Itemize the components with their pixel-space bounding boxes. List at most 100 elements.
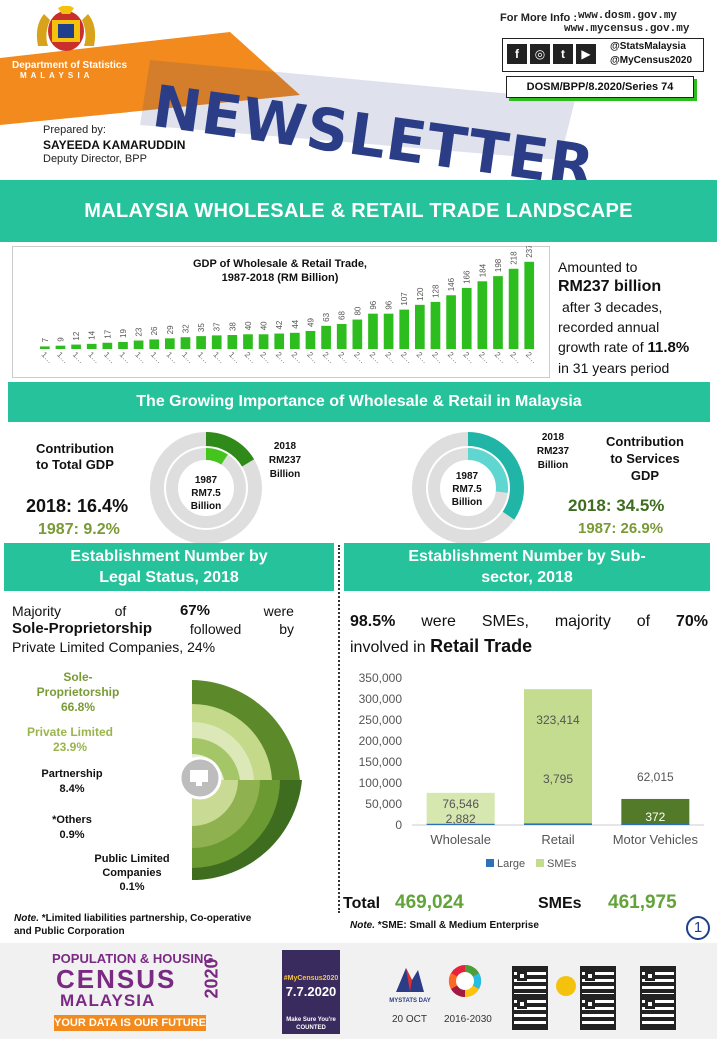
sub-bar-sme: [621, 798, 690, 825]
gdp-bar: [508, 268, 519, 349]
services-gdp-inner-year: 1987: [455, 471, 479, 482]
sub-bar-large: [426, 823, 495, 825]
total-gdp-label-2: to Total GDP: [36, 457, 114, 472]
instagram-icon[interactable]: ◎: [530, 44, 550, 64]
gdp-category-label: 2…: [352, 350, 367, 365]
legal-item-others-label: *Others: [52, 814, 92, 826]
gdp-category-label: 1…: [55, 350, 70, 365]
gdp-bar: [274, 333, 285, 349]
legal-item-partnership: Partnership 8.4%: [30, 767, 114, 797]
gdp-category-label: 2…: [461, 350, 476, 365]
services-gdp-2018: 2018: 34.5%: [568, 496, 665, 515]
author-title: Deputy Director, BPP: [43, 153, 147, 165]
gdp-bar: [71, 344, 81, 349]
dept-country: M A L A Y S I A: [20, 71, 91, 80]
mycensus-badge: [282, 950, 340, 1034]
gdp-bar: [55, 345, 66, 349]
sdg-period: 2016-2030: [444, 1014, 492, 1025]
subsector-text-line2-pre: involved in: [350, 639, 426, 656]
footer-census-word: CENSUS: [56, 964, 177, 994]
gdp-bar-label: 42: [275, 320, 284, 329]
dept-name: Department of Statistics: [12, 60, 128, 71]
legal-item-private-label: Private Limited: [26, 725, 114, 739]
gdp-category-label: 2…: [508, 350, 523, 365]
total-gdp-outer-year: 2018: [273, 441, 297, 452]
legal-radial-chart: [178, 680, 302, 881]
total-gdp-inner-value: RM7.5: [191, 488, 221, 499]
gdp-summary-line4: recorded annual: [558, 319, 660, 335]
footer-tagline: YOUR DATA IS OUR FUTURE: [54, 1015, 206, 1031]
badge-top: #MyCensus2020: [283, 975, 339, 982]
legal-text-pct: 67%: [179, 602, 210, 619]
services-gdp-1987: 1987: 26.9%: [578, 520, 664, 537]
total-gdp-inner-label: 1987 RM7.5 Billion: [183, 474, 229, 513]
total-gdp-inner-unit: Billion: [190, 501, 222, 512]
gdp-category-label: 2…: [477, 350, 492, 365]
legal-item-others-pct: 0.9%: [59, 829, 85, 841]
legal-band-line2: Legal Status, 2018: [99, 569, 239, 586]
header: Department of Statistics M A L A Y S I A…: [0, 0, 717, 201]
gdp-bar: [430, 301, 441, 349]
gdp-bar: [149, 339, 160, 349]
sub-bar-large: [621, 823, 690, 825]
gdp-bar-label: 49: [306, 318, 315, 327]
main-title: MALAYSIA WHOLESALE & RETAIL TRADE LANDSC…: [0, 180, 717, 242]
total-gdp-donut: [150, 432, 262, 544]
social-icons: f ◎ t ▶: [507, 44, 599, 64]
sub-bar-sme-label: 323,414: [536, 713, 580, 727]
gdp-bar-label: 68: [338, 311, 347, 320]
legend-sme-swatch: [536, 859, 544, 867]
legal-item-partnership-pct: 8.4%: [59, 783, 85, 795]
gdp-category-label: 2…: [321, 350, 336, 365]
subsector-band-line1: Establishment Number by Sub-: [408, 548, 646, 565]
mystats-date: 20 OCT: [392, 1014, 428, 1025]
gdp-summary-rate-prefix: growth rate of: [558, 339, 644, 355]
legal-center-icon: [188, 768, 212, 792]
qr-code-icon[interactable]: [640, 994, 676, 1030]
page-number: 1: [686, 916, 710, 940]
gdp-chart-title-1: GDP of Wholesale & Retail Trade,: [192, 258, 367, 270]
subsector-text-w1: were: [421, 613, 456, 630]
services-gdp-label-1: Contribution: [606, 434, 684, 449]
subsector-total-label: Total: [343, 895, 381, 912]
legal-text-line3: Private Limited Companies, 24%: [12, 639, 216, 655]
subsector-note-label: Note.: [350, 920, 375, 931]
gdp-category-label: 2…: [274, 350, 289, 365]
gdp-category-label: 1…: [211, 350, 226, 365]
gdp-bar-label: 40: [244, 321, 253, 330]
qr-code-icon[interactable]: [580, 994, 616, 1030]
gdp-bar: [165, 338, 175, 349]
footer-year: 2020: [201, 958, 222, 999]
legal-note-text1: *Limited liabilities partnership, Co-ope…: [41, 913, 252, 924]
dosm-url-link[interactable]: www.dosm.gov.my: [578, 10, 678, 22]
qr-code-icon[interactable]: [512, 994, 548, 1030]
gdp-bar-label: 38: [228, 322, 237, 331]
gdp-category-label: 1…: [86, 350, 101, 365]
gdp-bar-label: 37: [213, 322, 222, 331]
gdp-category-label: 1…: [71, 350, 86, 365]
legal-item-sole-label-2: Proprietorship: [36, 685, 120, 699]
gdp-bar-label: 19: [119, 329, 128, 338]
subsector-total-value: 469,024: [395, 892, 464, 913]
facebook-icon[interactable]: f: [507, 44, 527, 64]
gdp-summary-rate: 11.8%: [647, 339, 690, 356]
gdp-summary-line6: in 31 years period: [558, 360, 670, 376]
twitter-icon[interactable]: t: [553, 44, 573, 64]
gdp-bar-label: 146: [447, 277, 456, 291]
gdp-bar: [383, 313, 394, 349]
gdp-bar-label: 80: [353, 306, 362, 315]
total-gdp-1987: 1987: 9.2%: [38, 521, 120, 538]
social-box: [502, 38, 704, 72]
youtube-icon[interactable]: ▶: [576, 44, 596, 64]
legal-text-w1: Majority: [12, 603, 62, 619]
gdp-category-label: 2…: [493, 350, 508, 365]
legal-note-label: Note.: [14, 913, 39, 924]
mycensus-url-link[interactable]: www.mycensus.gov.my: [564, 23, 690, 35]
gdp-bar: [305, 330, 316, 349]
gdp-bar: [290, 332, 300, 349]
gdp-category-label: 2…: [243, 350, 258, 365]
subsector-text-line2-bold: Retail Trade: [430, 636, 533, 656]
sub-bar-large-label: 2,882: [446, 812, 476, 826]
legal-note-line1: Note. *Limited liabilities partnership, …: [14, 912, 334, 925]
services-gdp-label: Contribution to Services GDP: [592, 433, 698, 484]
